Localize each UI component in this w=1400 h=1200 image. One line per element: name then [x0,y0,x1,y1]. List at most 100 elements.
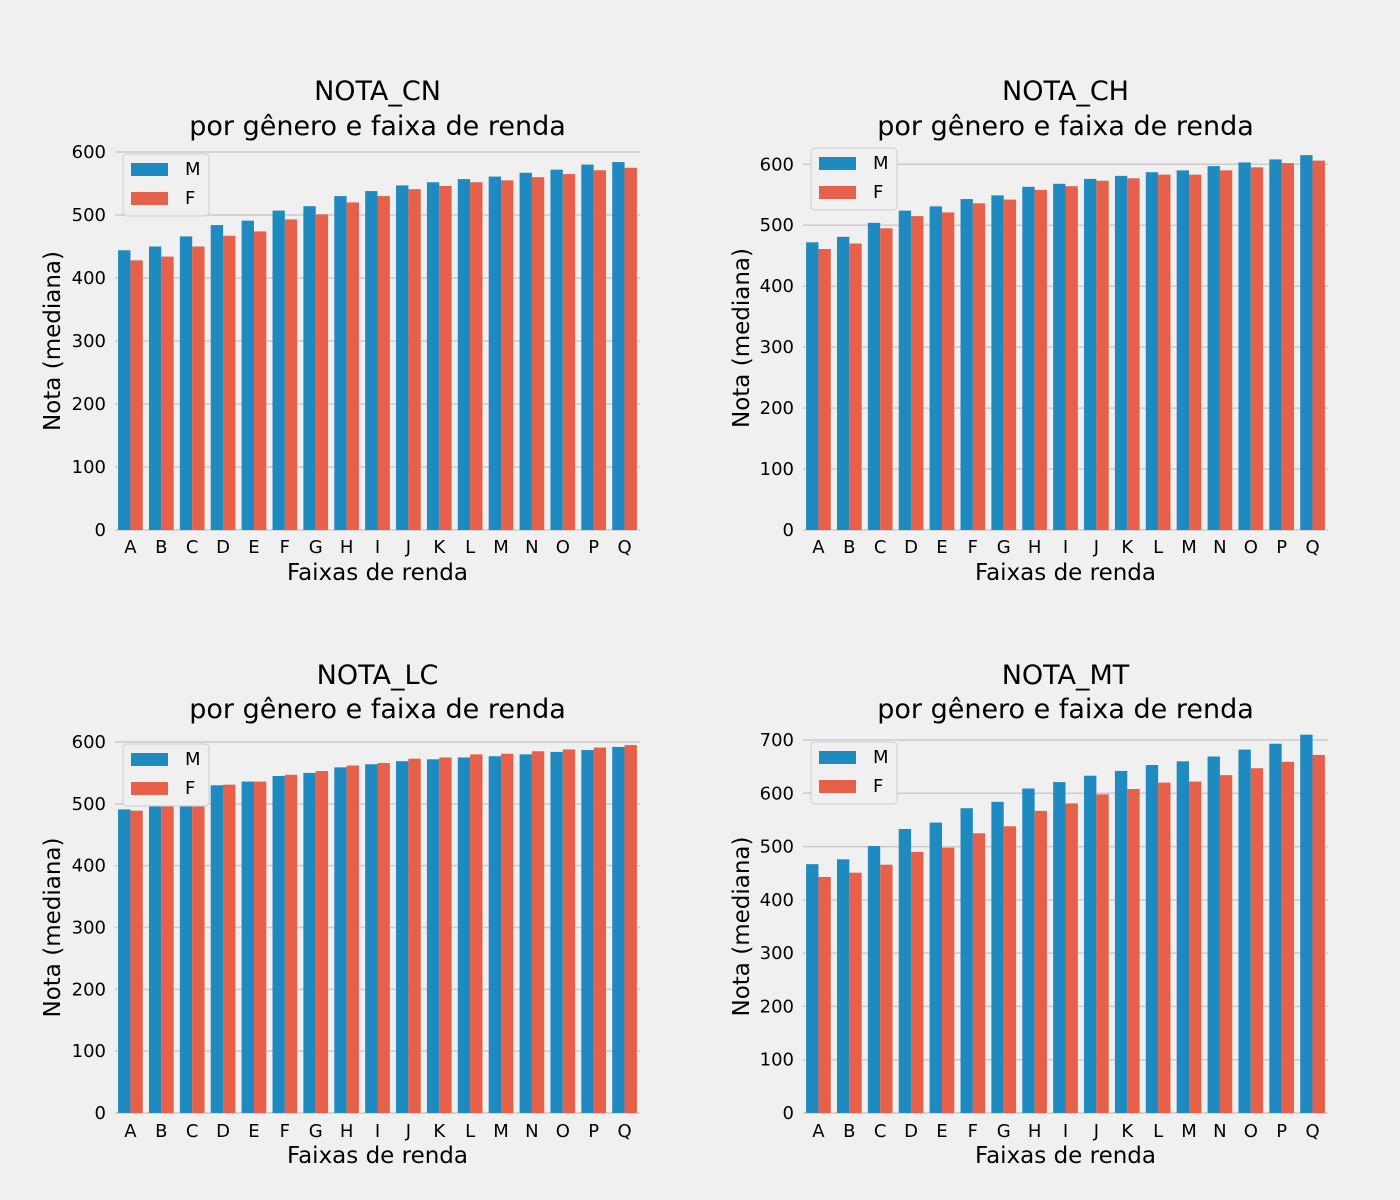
x-tick-label: K [433,1121,446,1142]
x-axis-label: Faixas de renda [287,560,468,586]
bar-f-p [593,747,607,1113]
x-tick-label: B [155,1121,167,1142]
bar-m-m [1176,761,1190,1113]
x-tick-label: I [375,1121,380,1142]
bar-m-l [457,757,471,1113]
bar-f-m [501,753,514,1113]
bar-f-h [1034,810,1047,1113]
bar-f-o [562,749,576,1113]
x-axis-label: Faixas de renda [975,560,1156,586]
bar-m-e [929,822,942,1113]
x-tick-label: N [1213,1121,1226,1142]
bar-f-k [1127,789,1140,1113]
y-tick-label: 400 [760,890,794,911]
bar-f-f [972,203,986,531]
bar-m-n [519,754,532,1113]
x-tick-label: C [186,537,199,558]
bar-f-j [408,758,421,1113]
x-tick-label: E [936,1121,947,1142]
legend-label-f: F [873,776,883,797]
bar-f-d [911,216,924,530]
chart-title: NOTA_CN [314,76,441,107]
legend-label-f: F [873,182,883,203]
x-tick-label: M [493,1121,509,1142]
y-tick-label: 400 [760,276,794,297]
x-tick-label: N [525,1121,538,1142]
bar-m-d [210,785,224,1113]
y-tick-label: 400 [72,268,106,289]
x-tick-label: H [340,1121,354,1142]
x-tick-label: M [1181,1121,1197,1142]
x-tick-label: C [874,1121,887,1142]
x-tick-label: N [525,537,538,558]
legend: MF [122,153,210,217]
chart-title: NOTA_LC [317,660,439,691]
bar-f-l [470,754,483,1113]
bar-f-k [1127,178,1140,531]
bar-m-e [241,781,254,1113]
legend-swatch-f [819,186,856,199]
legend-label-m: M [185,749,201,770]
legend-label-f: F [185,778,195,799]
bar-m-n [1207,166,1220,530]
legend-label-m: M [873,153,889,174]
bar-f-n [531,751,545,1113]
legend-label-m: M [185,159,201,180]
bar-f-c [880,228,893,531]
bar-m-j [1084,775,1097,1113]
bar-m-n [519,172,532,531]
bar-m-m [488,756,502,1113]
bar-f-h [346,765,359,1113]
legend-swatch-m [131,163,168,176]
y-tick-label: 100 [72,1041,106,1062]
x-tick-label: A [812,1121,825,1142]
bar-m-d [898,210,912,530]
legend: MF [122,743,210,807]
legend-label-f: F [185,188,195,209]
bar-f-n [531,177,545,530]
bar-m-q [612,746,625,1113]
chart-title: NOTA_MT [1002,660,1130,691]
bar-f-a [130,810,143,1113]
x-tick-label: E [248,537,259,558]
legend-swatch-m [131,753,168,766]
x-tick-label: N [1213,537,1226,558]
bar-m-i [1053,782,1066,1113]
x-tick-label: K [1121,1121,1134,1142]
y-tick-label: 700 [760,730,794,751]
bar-m-h [334,767,347,1113]
bar-m-l [457,179,471,530]
bar-f-q [624,167,637,530]
bar-m-h [1022,186,1035,531]
bar-f-e [253,781,267,1113]
x-tick-label: F [968,537,978,558]
chart-subtitle: por gênero e faixa de renda [189,111,566,142]
bar-f-i [377,763,390,1113]
bar-m-e [241,220,254,531]
x-tick-label: Q [617,1121,631,1142]
bar-f-c [192,793,205,1113]
x-tick-label: M [493,537,509,558]
bar-f-p [1281,761,1295,1113]
bar-m-f [272,210,285,530]
bar-f-p [593,170,607,530]
bar-m-f [960,199,973,530]
bar-m-p [581,750,594,1113]
legend-swatch-f [131,782,168,795]
bar-f-o [1250,768,1264,1113]
bar-f-d [911,851,924,1113]
bar-f-h [1034,189,1047,530]
bar-f-k [439,757,452,1113]
x-tick-label: F [280,1121,290,1142]
x-tick-label: O [556,1121,570,1142]
x-tick-label: B [843,1121,855,1142]
y-axis-label: Nota (mediana) [40,838,66,1018]
bar-m-j [396,761,409,1113]
x-tick-label: Q [1305,537,1319,558]
y-tick-label: 0 [783,1103,794,1124]
bar-m-i [1053,183,1066,531]
legend-swatch-f [819,780,856,793]
bar-f-n [1219,775,1233,1113]
x-tick-label: K [433,537,446,558]
